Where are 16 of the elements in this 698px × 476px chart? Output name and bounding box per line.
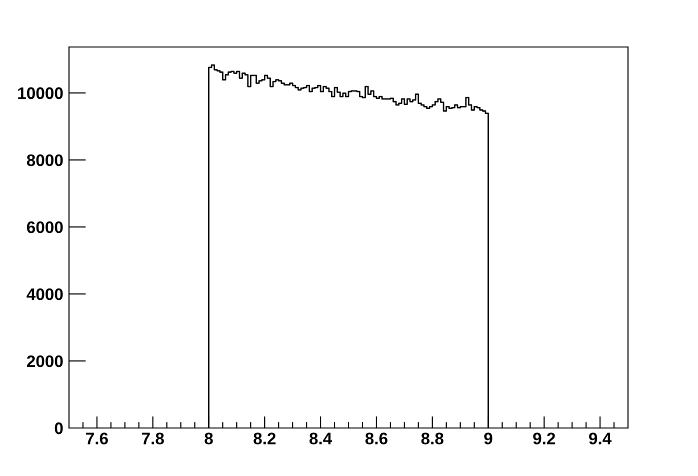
x-tick-label: 9.4	[589, 432, 612, 444]
x-tick-label: 8.2	[254, 432, 276, 444]
x-tick-label: 8.4	[309, 432, 332, 444]
x-tick-label: 7.6	[86, 432, 108, 444]
y-tick-label: 6000	[26, 221, 63, 234]
y-tick-label: 2000	[26, 355, 63, 368]
x-tick-label: 8.6	[365, 432, 388, 444]
x-tick-label: 7.8	[142, 432, 164, 444]
x-tick-label: 8	[204, 432, 213, 444]
x-tick-label: 8.8	[421, 432, 444, 444]
y-tick-label: 0	[54, 422, 63, 434]
y-tick-label: 4000	[26, 288, 63, 300]
x-tick-label: 9	[484, 432, 492, 444]
x-tick-label: 9.2	[533, 432, 556, 444]
y-tick-label: 10000	[18, 87, 63, 100]
y-tick-label: 8000	[26, 154, 63, 166]
